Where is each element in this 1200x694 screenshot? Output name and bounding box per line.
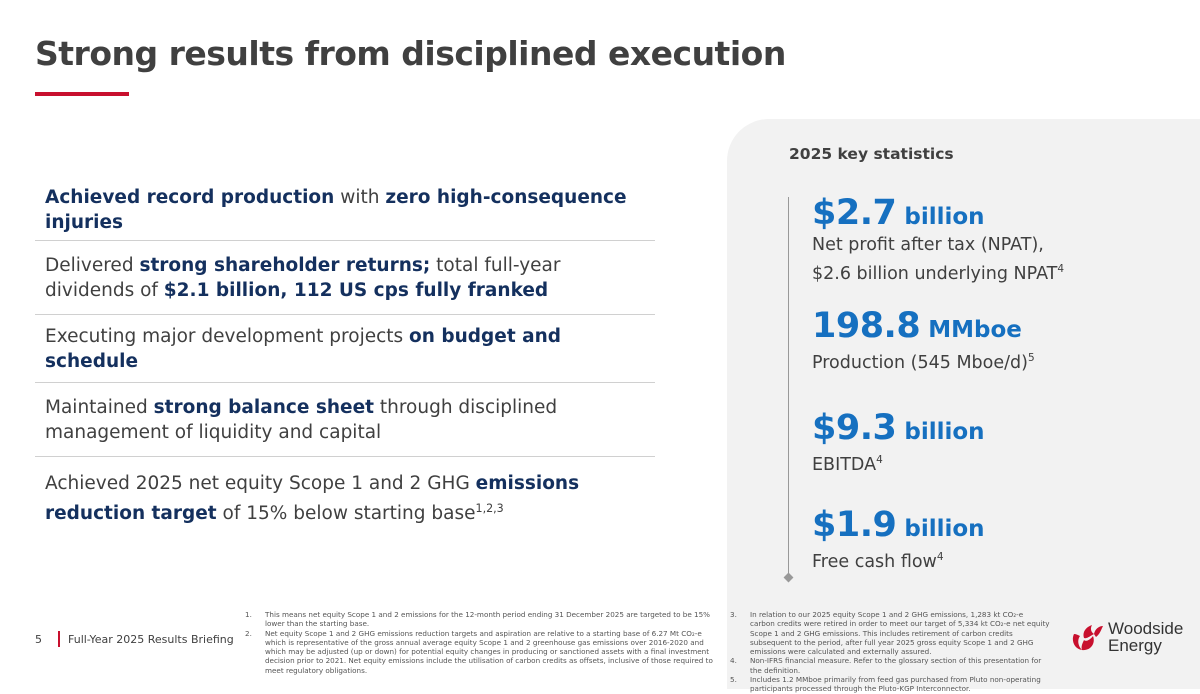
stat-unit: billion: [904, 419, 985, 445]
highlight-text: Delivered strong shareholder returns; to…: [45, 254, 561, 301]
woodside-logo: Woodside Energy: [1070, 620, 1183, 654]
footnotes-right: 3. In relation to our 2025 equity Scope 1…: [730, 610, 1050, 694]
highlight-item: Achieved record production with zero hig…: [35, 180, 655, 241]
title-accent-bar: [35, 92, 129, 96]
footnote: 2. Net equity Scope 1 and 2 GHG emissions…: [245, 628, 713, 675]
footnote: 1. This means net equity Scope 1 and 2 em…: [245, 610, 711, 629]
stat-value: 198.8: [812, 306, 921, 346]
stat-npat: $2.7 billion Net profit after tax (NPAT),…: [812, 193, 1072, 286]
footnotes-left: 1. This means net equity Scope 1 and 2 em…: [245, 610, 715, 675]
stat-unit: MMboe: [928, 317, 1022, 343]
page-title: Strong results from disciplined executio…: [35, 34, 786, 73]
key-statistics-panel: [727, 119, 1200, 689]
logo-wordmark: Woodside Energy: [1108, 619, 1184, 655]
stat-value: $1.9: [812, 505, 897, 545]
stat-value: $9.3: [812, 408, 897, 448]
stat-unit: billion: [904, 516, 985, 542]
key-statistics-heading: 2025 key statistics: [789, 145, 954, 163]
woodside-flame-icon: [1072, 625, 1103, 651]
stat-unit: billion: [904, 204, 985, 230]
stat-desc: Production (545 Mboe/d)5: [812, 352, 1035, 373]
stat-desc: Free cash flow4: [812, 551, 944, 572]
highlight-text: Achieved 2025 net equity Scope 1 and 2 G…: [45, 473, 580, 525]
highlight-item: Executing major development projects on …: [35, 315, 655, 383]
stat-production: 198.8 MMboe Production (545 Mboe/d)5: [812, 306, 1035, 375]
stat-free-cash-flow: $1.9 billion Free cash flow4: [812, 505, 985, 574]
highlight-text: Achieved record production with zero hig…: [45, 187, 627, 233]
stat-value: $2.7: [812, 193, 897, 233]
footnote: 4. Non-IFRS financial measure. Refer to t…: [730, 656, 1042, 675]
stat-desc: EBITDA4: [812, 454, 883, 475]
page-number: 5: [35, 632, 42, 646]
stat-desc: Net profit after tax (NPAT), $2.6 billio…: [812, 235, 1065, 284]
timeline-line: [788, 197, 789, 577]
highlight-text: Executing major development projects on …: [45, 325, 561, 372]
highlight-item: Maintained strong balance sheet through …: [35, 383, 655, 457]
highlight-item: Delivered strong shareholder returns; to…: [35, 241, 655, 315]
footer: 5 Full-Year 2025 Results Briefing: [35, 631, 234, 647]
stat-ebitda: $9.3 billion EBITDA4: [812, 408, 985, 477]
highlight-text: Maintained strong balance sheet through …: [45, 396, 558, 443]
footnote: 5. Includes 1.2 MMboe primarily from feed…: [730, 675, 1041, 694]
highlights-list: Achieved record production with zero hig…: [35, 180, 655, 527]
highlight-item: Achieved 2025 net equity Scope 1 and 2 G…: [35, 457, 655, 527]
footnote: 3. In relation to our 2025 equity Scope 1…: [730, 610, 1050, 657]
footer-label: Full-Year 2025 Results Briefing: [68, 632, 234, 646]
footer-divider: [58, 631, 60, 647]
